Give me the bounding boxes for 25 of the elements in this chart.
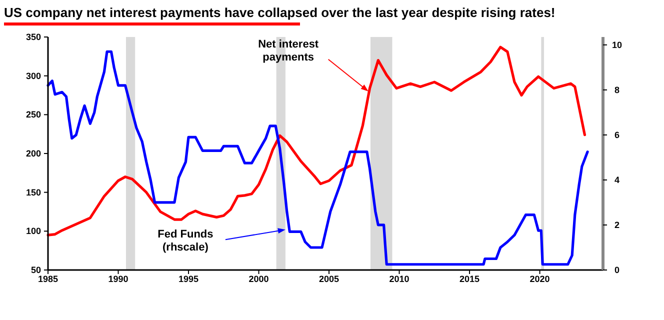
y-tick-label: 200 xyxy=(26,148,41,158)
x-tick-label: 1990 xyxy=(108,274,128,284)
y2-tick-label: 10 xyxy=(612,40,622,50)
line-series xyxy=(46,50,589,266)
y2-tick-label: 4 xyxy=(614,174,620,185)
x-tick-label: 2010 xyxy=(389,274,410,284)
chart-title: US company net interest payments have collapsed over the last year despite rising rates! xyxy=(4,5,556,20)
x-tick-label: 2020 xyxy=(530,274,550,284)
y-tick-label: 50 xyxy=(30,265,41,275)
y-tick-label: 250 xyxy=(26,110,41,120)
y-tick-label: 300 xyxy=(26,70,41,81)
x-tick-label: 1985 xyxy=(38,274,58,284)
y2-tick-label: 2 xyxy=(614,220,620,230)
y-tick-label: 100 xyxy=(26,226,41,236)
x-tick-label: 2005 xyxy=(318,274,340,284)
x-tick-label: 1995 xyxy=(178,274,199,284)
x-tick-label: 2015 xyxy=(460,274,480,284)
annotation: Net interest payments xyxy=(258,38,319,64)
y-tick-label: 350 xyxy=(26,32,41,42)
x-tick-label: 2000 xyxy=(248,274,269,284)
y-tick-label: 150 xyxy=(26,187,41,198)
y2-tick-label: 0 xyxy=(614,265,620,275)
annotation: Fed Funds (rhscale) xyxy=(158,228,214,254)
y2-tick-label: 8 xyxy=(614,84,620,95)
y2-tick-label: 6 xyxy=(614,130,620,140)
